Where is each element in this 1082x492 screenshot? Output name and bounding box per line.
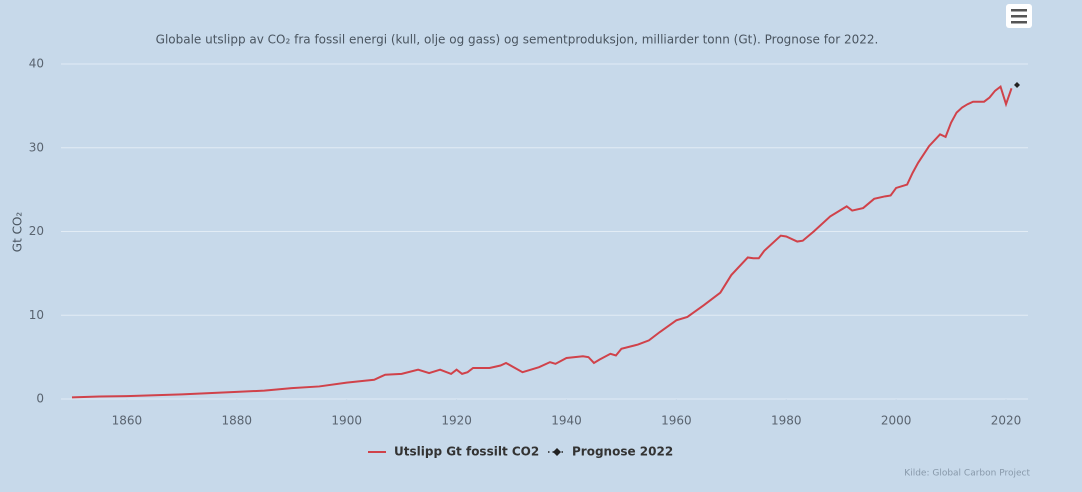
x-tick-label: 1960 [661,414,692,428]
y-tick-label: 40 [29,57,44,71]
x-tick-label: 1880 [222,414,253,428]
legend-label: Prognose 2022 [572,445,673,459]
x-tick-label: 1980 [771,414,802,428]
y-tick-label: 10 [29,308,44,322]
y-tick-label: 20 [29,224,44,238]
menu-bar [1011,9,1027,12]
y-tick-label: 30 [29,140,44,154]
x-tick-label: 2000 [881,414,912,428]
y-tick-label: 0 [36,392,44,406]
legend-label: Utslipp Gt fossilt CO2 [394,445,539,459]
x-tick-label: 2020 [991,414,1022,428]
menu-bar [1011,21,1027,24]
x-tick-label: 1900 [331,414,362,428]
chart-title: Globale utslipp av CO₂ fra fossil energi… [156,33,879,47]
x-tick-label: 1940 [551,414,582,428]
series-line [71,84,1013,399]
legend-marker [553,448,561,456]
x-tick-label: 1860 [112,414,143,428]
y-axis-label: Gt CO₂ [11,212,25,253]
x-tick-label: 1920 [441,414,472,428]
menu-button[interactable] [1006,4,1032,28]
menu-bar [1011,15,1027,18]
forecast-point [1014,81,1021,88]
source: Kilde: Global Carbon Project [904,469,1030,479]
